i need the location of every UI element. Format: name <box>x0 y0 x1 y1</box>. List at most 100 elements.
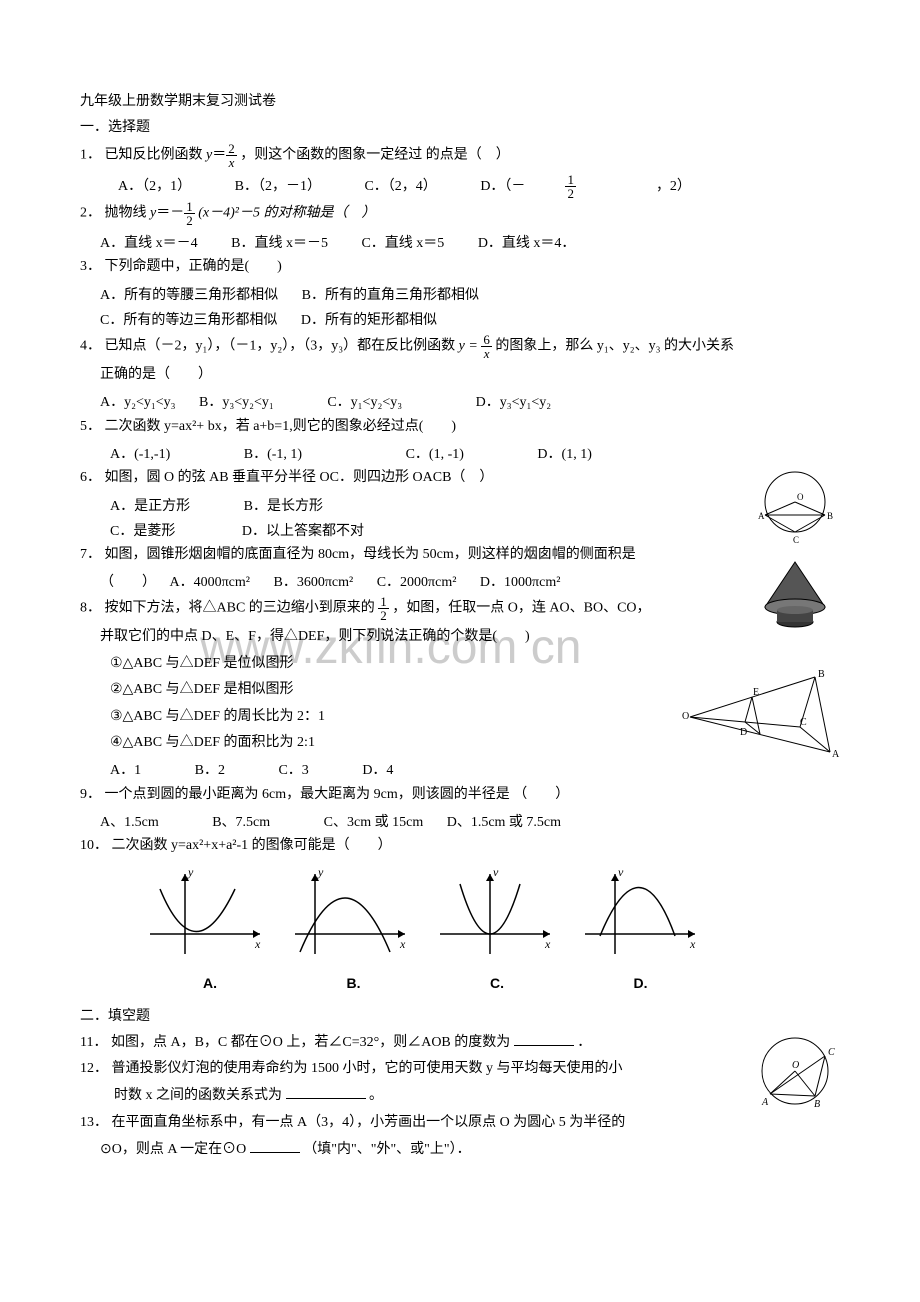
q4-eq-lhs: y = <box>459 339 482 354</box>
q5-opt-a: A．(-1,-1) <box>110 442 170 467</box>
q5-opt-d: D．(1, 1) <box>537 442 591 467</box>
q4-number: 4． <box>80 339 101 354</box>
q12-line2-pre: 时数 x 之间的函数关系式为 <box>114 1088 282 1103</box>
question-13: 13． 在平面直角坐标系中，有一点 A（3，4），小芳画出一个以原点 O 为圆心… <box>80 1112 840 1134</box>
q13-line2-post: （填"内"、"外"、或"上"）． <box>303 1142 470 1157</box>
svg-text:v: v <box>618 865 624 879</box>
q6-opt-d: D．以上答案都不对 <box>242 519 364 544</box>
q9-opt-c: C、3cm 或 15cm <box>324 810 424 835</box>
question-9: 9． 一个点到圆的最小距离为 6cm，最大距离为 9cm，则该圆的半径是 （ ） <box>80 784 840 806</box>
svg-text:B: B <box>818 669 825 680</box>
q2-eq-post: (x－4)²－5 的对称轴是（ ） <box>198 206 375 221</box>
q8-fraction: 12 <box>378 595 389 622</box>
q10-text: 二次函数 y=ax²+x+a²-1 的图像可能是（ ） <box>112 838 392 853</box>
q3-text: 下列命题中，正确的是( ) <box>105 259 282 274</box>
q10-opt-b: B. <box>284 975 424 991</box>
svg-text:x: x <box>544 937 551 951</box>
q1-fraction: 2x <box>226 142 237 169</box>
q3-options: A．所有的等腰三角形都相似 B．所有的直角三角形都相似 C．所有的等边三角形都相… <box>80 283 840 333</box>
q7-opt-d: D．1000πcm² <box>480 570 560 595</box>
q11-figure: O A B C <box>750 1031 840 1116</box>
q10-opt-c: C. <box>427 975 567 991</box>
q2-opt-b: B．直线 x＝－5 <box>231 231 328 256</box>
svg-text:A: A <box>761 1097 769 1108</box>
question-12: 12． 普通投影仪灯泡的使用寿命约为 1500 小时，它的可使用天数 y 与平均… <box>80 1058 840 1080</box>
q7-opt-c: C．2000πcm² <box>377 570 457 595</box>
svg-text:O: O <box>797 492 804 502</box>
q12-text-pre: 普通投影仪灯泡的使用寿命约为 1500 小时，它的可使用天数 y 与平均每天使用… <box>112 1061 623 1076</box>
q8-text-pre: 按如下方法，将△ABC 的三边缩小到原来的 <box>105 601 375 616</box>
q2-opt-d: D．直线 x＝4． <box>478 231 576 256</box>
q13-line2: ⊙O，则点 A 一定在⊙O （填"内"、"外"、或"上"）． <box>80 1138 840 1161</box>
q13-text-pre: 在平面直角坐标系中，有一点 A（3，4），小芳画出一个以原点 O 为圆心 5 为… <box>112 1115 626 1130</box>
svg-text:A: A <box>832 749 840 760</box>
svg-text:C: C <box>793 535 799 545</box>
svg-text:O: O <box>682 711 689 722</box>
question-11: 11． 如图，点 A，B，C 都在⊙O 上，若∠C=32°，则∠AOB 的度数为… <box>80 1031 840 1054</box>
q1-eq-lhs: y <box>206 148 212 163</box>
q1-opt-b: B．（2，－1） <box>235 174 321 199</box>
q6-figure: O A B C <box>750 467 840 552</box>
q4-opt-d: D．y₃<y₁<y₂ <box>476 390 552 415</box>
q3-opt-c: C．所有的等边三角形都相似 <box>100 308 277 333</box>
svg-text:A: A <box>758 511 765 521</box>
q3-opt-a: A．所有的等腰三角形都相似 <box>100 283 278 308</box>
q4-opt-c: C．y₁<y₂<y₃ <box>327 390 402 415</box>
q7-opt-b: B．3600πcm² <box>273 570 353 595</box>
q10-graphs: y x y x <box>80 864 840 969</box>
q2-number: 2． <box>80 206 101 221</box>
q10-number: 10． <box>80 838 108 853</box>
q8-opt-a: A．1 <box>110 758 141 783</box>
q10-opt-d: D. <box>571 975 711 991</box>
q5-opt-b: B．(-1, 1) <box>244 442 302 467</box>
q9-number: 9． <box>80 787 101 802</box>
q6-opt-b: B．是长方形 <box>244 494 323 519</box>
svg-text:x: x <box>254 937 261 951</box>
question-2: 2． 抛物线 y＝－12 (x－4)²－5 的对称轴是（ ） <box>80 200 840 227</box>
question-4: 4． 已知点（－2，y₁），（－1，y₂），（3，y₃）都在反比例函数 y = … <box>80 333 840 360</box>
question-7: 7． 如图，圆锥形烟囱帽的底面直径为 80cm，母线长为 50cm，则这样的烟囱… <box>80 544 840 566</box>
svg-text:E: E <box>753 687 759 698</box>
question-1: 1． 已知反比例函数 y＝2x ，则这个函数的图象一定经过 的点是（ ） <box>80 142 840 169</box>
q9-options: A、1.5cm B、7.5cm C、3cm 或 15cm D、1.5cm 或 7… <box>80 810 840 835</box>
q4-options: A．y₂<y₁<y₃ B．y₃<y₂<y₁ C．y₁<y₂<y₃ D．y₃<y₁… <box>80 390 840 415</box>
q2-text-pre: 抛物线 <box>105 206 147 221</box>
q2-opt-c: C．直线 x＝5 <box>361 231 444 256</box>
q1-text-post: ，则这个函数的图象一定经过 的点是（ ） <box>240 148 510 163</box>
svg-text:y: y <box>187 865 194 879</box>
svg-text:B: B <box>814 1099 820 1110</box>
q3-opt-d: D．所有的矩形都相似 <box>301 308 437 333</box>
q3-number: 3． <box>80 259 101 274</box>
q11-text-post: ． <box>577 1035 591 1050</box>
q2-options: A．直线 x＝－4 B．直线 x＝－5 C．直线 x＝5 D．直线 x＝4． <box>80 231 840 256</box>
q8-figure: O B A C E D <box>680 667 840 772</box>
q1-opt-d: D．（－12，2） <box>480 173 731 200</box>
question-10: 10． 二次函数 y=ax²+x+a²-1 的图像可能是（ ） <box>80 835 840 857</box>
q5-number: 5． <box>80 419 101 434</box>
q11-number: 11． <box>80 1035 107 1050</box>
q12-blank <box>286 1084 366 1099</box>
svg-text:x: x <box>399 937 406 951</box>
q4-text-pre: 已知点（－2，y₁），（－1，y₂），（3，y₃）都在反比例函数 <box>105 339 456 354</box>
q11-text-pre: 如图，点 A，B，C 都在⊙O 上，若∠C=32°，则∠AOB 的度数为 <box>111 1035 510 1050</box>
svg-text:v: v <box>493 865 499 879</box>
q7-figure <box>750 552 840 647</box>
q4-text-post: 的图象上，那么 y₁、y₂、y₃ 的大小关系 <box>495 339 734 354</box>
q4-line2: 正确的是（ ） <box>80 364 840 386</box>
q6-opt-a: A．是正方形 <box>110 494 190 519</box>
q5-options: A．(-1,-1) B．(-1, 1) C．(1, -1) D．(1, 1) <box>80 442 840 467</box>
q6-number: 6． <box>80 470 101 485</box>
svg-text:C: C <box>800 717 807 728</box>
section-1-heading: 一．选择题 <box>80 116 840 136</box>
q7-number: 7． <box>80 547 101 562</box>
q8-line2: 并取它们的中点 D、E、F，得△DEF，则下列说法正确的个数是( ) <box>80 626 840 648</box>
q6-text: 如图，圆 O 的弦 AB 垂直平分半径 OC．则四边形 OACB（ ） <box>105 470 494 485</box>
q1-opt-c: C．（2，4） <box>364 174 436 199</box>
q4-opt-b: B．y₃<y₂<y₁ <box>199 390 274 415</box>
section-2-heading: 二．填空题 <box>80 1005 840 1025</box>
q1-options: A．（2，1） B．（2，－1） C．（2，4） D．（－12，2） <box>80 173 840 200</box>
q4-fraction: 6x <box>481 333 492 360</box>
q6-options: A．是正方形 B．是长方形 C．是菱形 D．以上答案都不对 <box>80 494 840 544</box>
q9-opt-b: B、7.5cm <box>212 810 270 835</box>
question-6: 6． 如图，圆 O 的弦 AB 垂直平分半径 OC．则四边形 OACB（ ） <box>80 467 840 489</box>
